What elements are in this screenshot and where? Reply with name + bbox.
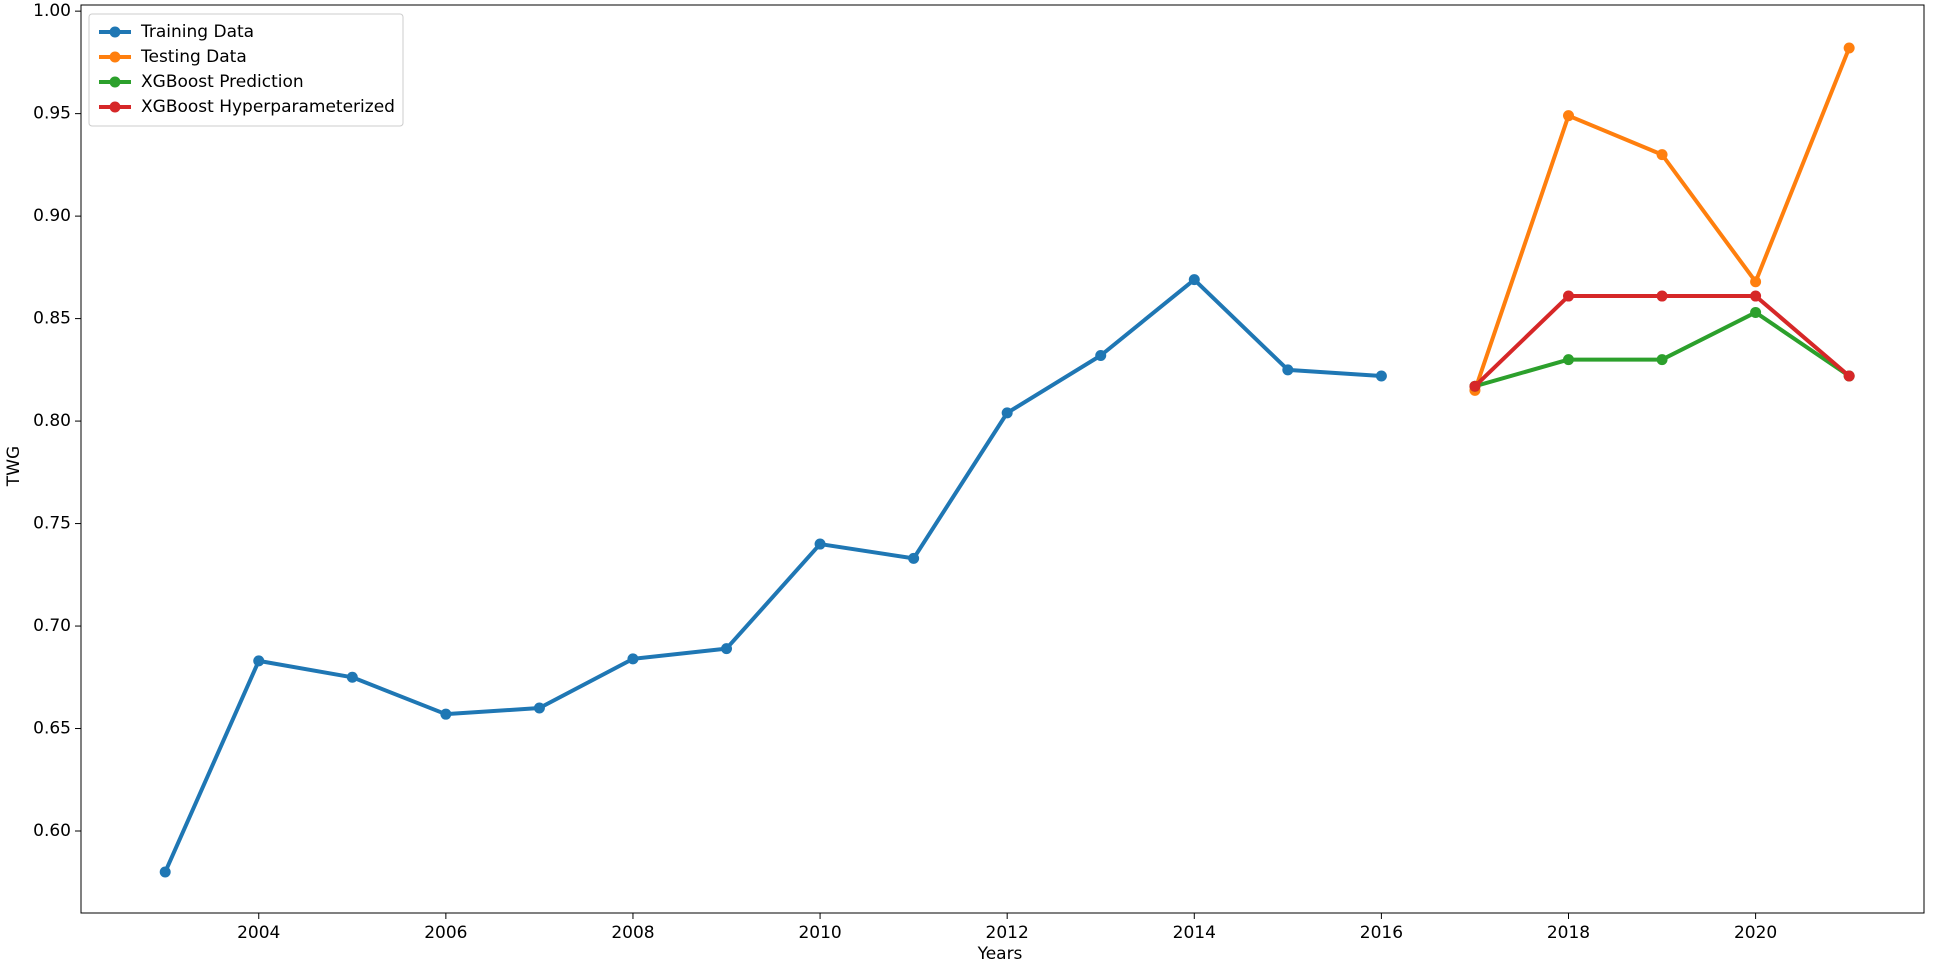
data-point [1843, 42, 1855, 54]
y-tick-label: 0.90 [33, 206, 71, 226]
y-tick-label: 1.00 [33, 1, 71, 21]
data-point [1750, 276, 1762, 288]
data-point [721, 643, 733, 655]
legend-marker [109, 26, 121, 38]
y-tick-label: 0.85 [33, 309, 71, 329]
data-point [1656, 149, 1668, 161]
legend-label: Testing Data [140, 47, 247, 67]
legend-marker [109, 76, 121, 88]
x-tick-label: 2010 [798, 923, 841, 943]
x-tick-label: 2016 [1360, 923, 1403, 943]
x-tick-label: 2008 [611, 923, 654, 943]
data-point [1656, 290, 1668, 302]
legend-label: XGBoost Hyperparameterized [141, 97, 395, 117]
y-tick-label: 0.60 [33, 821, 71, 841]
y-tick-label: 0.95 [33, 104, 71, 124]
data-point [1843, 370, 1855, 382]
y-tick-label: 0.75 [33, 514, 71, 534]
legend-marker [109, 51, 121, 63]
data-point [1095, 349, 1107, 361]
plot-frame [80, 4, 1925, 914]
data-point [440, 708, 452, 720]
y-axis-label: TWG [4, 446, 24, 487]
y-tick-label: 0.65 [33, 719, 71, 739]
x-tick-label: 2014 [1173, 923, 1216, 943]
data-point [1375, 370, 1387, 382]
data-point [346, 671, 358, 683]
data-point [1562, 354, 1574, 366]
x-tick-label: 2020 [1734, 923, 1777, 943]
series-line [1473, 294, 1851, 388]
data-point [1656, 354, 1668, 366]
legend-label: Training Data [140, 22, 254, 42]
data-point [814, 538, 826, 550]
data-point [159, 866, 171, 878]
data-point [1469, 380, 1481, 392]
data-point [1750, 306, 1762, 318]
data-point [1750, 290, 1762, 302]
data-point [908, 552, 920, 564]
series-line [163, 277, 1382, 873]
legend-box [88, 13, 404, 127]
x-tick-label: 2006 [424, 923, 467, 943]
x-tick-label: 2004 [237, 923, 280, 943]
data-point [1562, 110, 1574, 122]
data-point [533, 702, 545, 714]
data-point [253, 655, 265, 667]
x-axis-label: Years [977, 944, 1023, 964]
x-tick-label: 2018 [1547, 923, 1590, 943]
y-tick-label: 0.80 [33, 411, 71, 431]
data-point [1001, 407, 1013, 419]
series-line [1474, 310, 1851, 389]
y-tick-label: 0.70 [33, 616, 71, 636]
x-tick-label: 2012 [986, 923, 1029, 943]
legend-label: XGBoost Prediction [141, 72, 304, 92]
data-point [627, 653, 639, 665]
legend-marker [109, 101, 121, 113]
data-point [1282, 364, 1294, 376]
data-point [1562, 290, 1574, 302]
data-point [1188, 274, 1200, 286]
